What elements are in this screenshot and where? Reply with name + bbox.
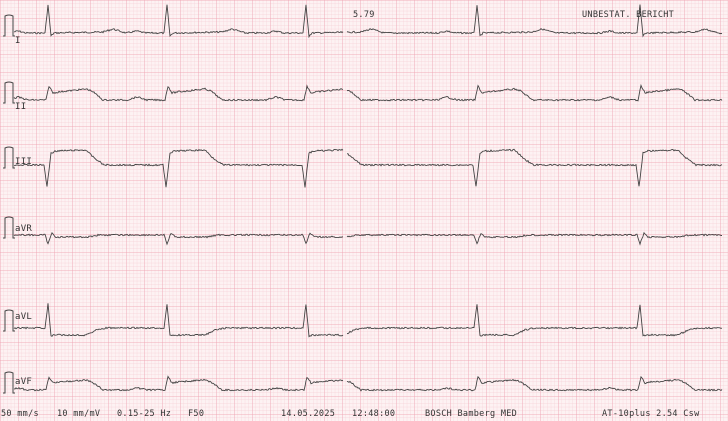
lead-trace-avl — [13, 303, 344, 338]
lead-trace-ii — [13, 84, 344, 102]
footer-mains-filter: F50 — [188, 409, 205, 419]
lead-trace-i — [13, 4, 344, 39]
lead-label-iii: III — [15, 157, 33, 167]
lead-trace-iii — [346, 148, 723, 187]
lead-label-avf: aVF — [15, 377, 33, 387]
lead-label-avl: aVL — [15, 312, 33, 322]
lead-trace-iii — [13, 148, 344, 188]
lead-label-i: I — [15, 36, 21, 46]
lead-label-ii: II — [15, 102, 27, 112]
header-status: UNBESTAT. BERICHT — [582, 10, 675, 20]
footer-gain: 10 mm/mV — [57, 409, 101, 419]
footer-date: 14.05.2025 — [281, 409, 336, 419]
calibration-pulse — [3, 309, 15, 332]
calibration-pulse — [3, 371, 15, 394]
lead-trace-i — [346, 4, 723, 38]
footer-filter: 0.15-25 Hz — [117, 409, 172, 419]
calibration-pulse — [3, 146, 15, 169]
footer-device: AT-10plus 2.54 Csw — [602, 409, 700, 419]
calibration-pulse — [3, 81, 15, 104]
lead-trace-avr — [346, 231, 722, 246]
footer-time: 12:48:00 — [352, 409, 396, 419]
lead-trace-ii — [346, 83, 723, 102]
lead-trace-avr — [13, 231, 344, 246]
lead-trace-avf — [13, 375, 344, 392]
footer-institution: BOSCH Bamberg MED — [425, 409, 518, 419]
header-code: 5.79 — [353, 10, 375, 20]
lead-trace-avl — [346, 304, 723, 337]
lead-label-avr: aVR — [15, 224, 33, 234]
calibration-pulse — [3, 216, 15, 239]
calibration-pulse — [3, 14, 15, 37]
lead-trace-avf — [346, 375, 723, 392]
footer-speed: 50 mm/s — [1, 409, 39, 419]
